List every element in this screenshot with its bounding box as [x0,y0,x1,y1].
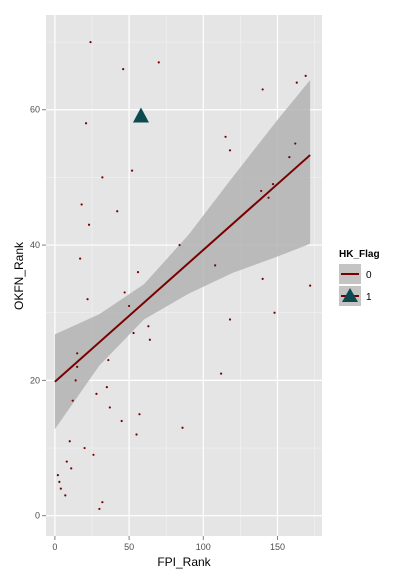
data-point [71,399,74,402]
fit-line [54,154,311,383]
confidence-band [54,79,311,430]
data-point [219,372,223,375]
data-point [228,149,232,152]
data-point [157,61,160,64]
data-point [224,135,227,138]
data-point [68,440,71,443]
y-tick-label: 20 [30,375,40,385]
data-point [92,453,95,456]
y-tick-label: 60 [30,105,40,115]
data-point [107,358,110,362]
data-point [65,460,68,463]
data-point [130,169,134,172]
data-point [79,257,82,260]
data-point [294,142,297,145]
data-point [261,88,264,91]
fit-line-layer [54,154,311,383]
data-point [101,176,104,179]
data-point [83,446,86,450]
data-point [214,264,217,267]
data-point [64,494,67,497]
legend-label-1: 1 [366,292,372,303]
data-point [127,304,131,308]
data-point [120,419,123,423]
data-point [56,474,59,477]
data-point [74,379,77,382]
legend-label-0: 0 [366,270,372,281]
y-axis-title: OKFN_Rank [12,241,26,310]
data-point [304,74,307,77]
data-point [138,413,141,416]
data-point [108,406,111,409]
legend-entry-1: 1 [339,286,372,306]
data-point [181,426,184,429]
data-point [105,386,108,389]
data-point [147,325,150,328]
legend-title: HK_Flag [339,249,380,260]
x-tick-label: 0 [52,542,57,552]
y-tick-label: 40 [30,240,40,250]
data-point [132,331,135,335]
data-point-triangle [132,107,149,123]
data-point [70,467,73,470]
data-point [136,271,140,274]
data-point [98,507,101,511]
data-point [309,284,312,287]
data-point [273,311,276,314]
data-point [148,338,151,341]
data-point [116,210,119,213]
data-point [101,501,104,504]
x-tick-label: 50 [124,542,134,552]
data-point [122,68,125,71]
data-point [89,40,92,44]
data-point [87,223,91,226]
data-point [267,196,270,199]
y-axis: 0 20 40 60 [30,105,46,521]
legend-entry-0: 0 [339,264,372,284]
data-point [95,392,98,396]
data-point [261,277,264,280]
data-point [260,189,263,193]
data-point [288,155,291,159]
x-axis: 0 50 100 150 [52,536,285,552]
data-point [84,122,88,125]
data-point [271,183,275,186]
data-point [86,298,89,301]
data-point [59,487,62,490]
data-point [295,81,298,84]
confidence-band-layer [54,79,311,430]
x-tick-label: 150 [270,542,285,552]
data-point [135,433,138,436]
y-tick-label: 0 [35,511,40,521]
data-point [80,203,83,206]
x-tick-label: 100 [196,542,211,552]
x-axis-title: FPI_Rank [157,555,211,569]
data-point [76,352,79,355]
data-point [178,243,181,247]
points-layer [56,40,312,511]
data-point [58,480,61,483]
data-point [228,318,232,321]
data-point [123,291,126,294]
legend-triangle-1 [342,288,358,302]
legend: HK_Flag 0 1 [339,249,380,306]
data-point [76,365,79,368]
